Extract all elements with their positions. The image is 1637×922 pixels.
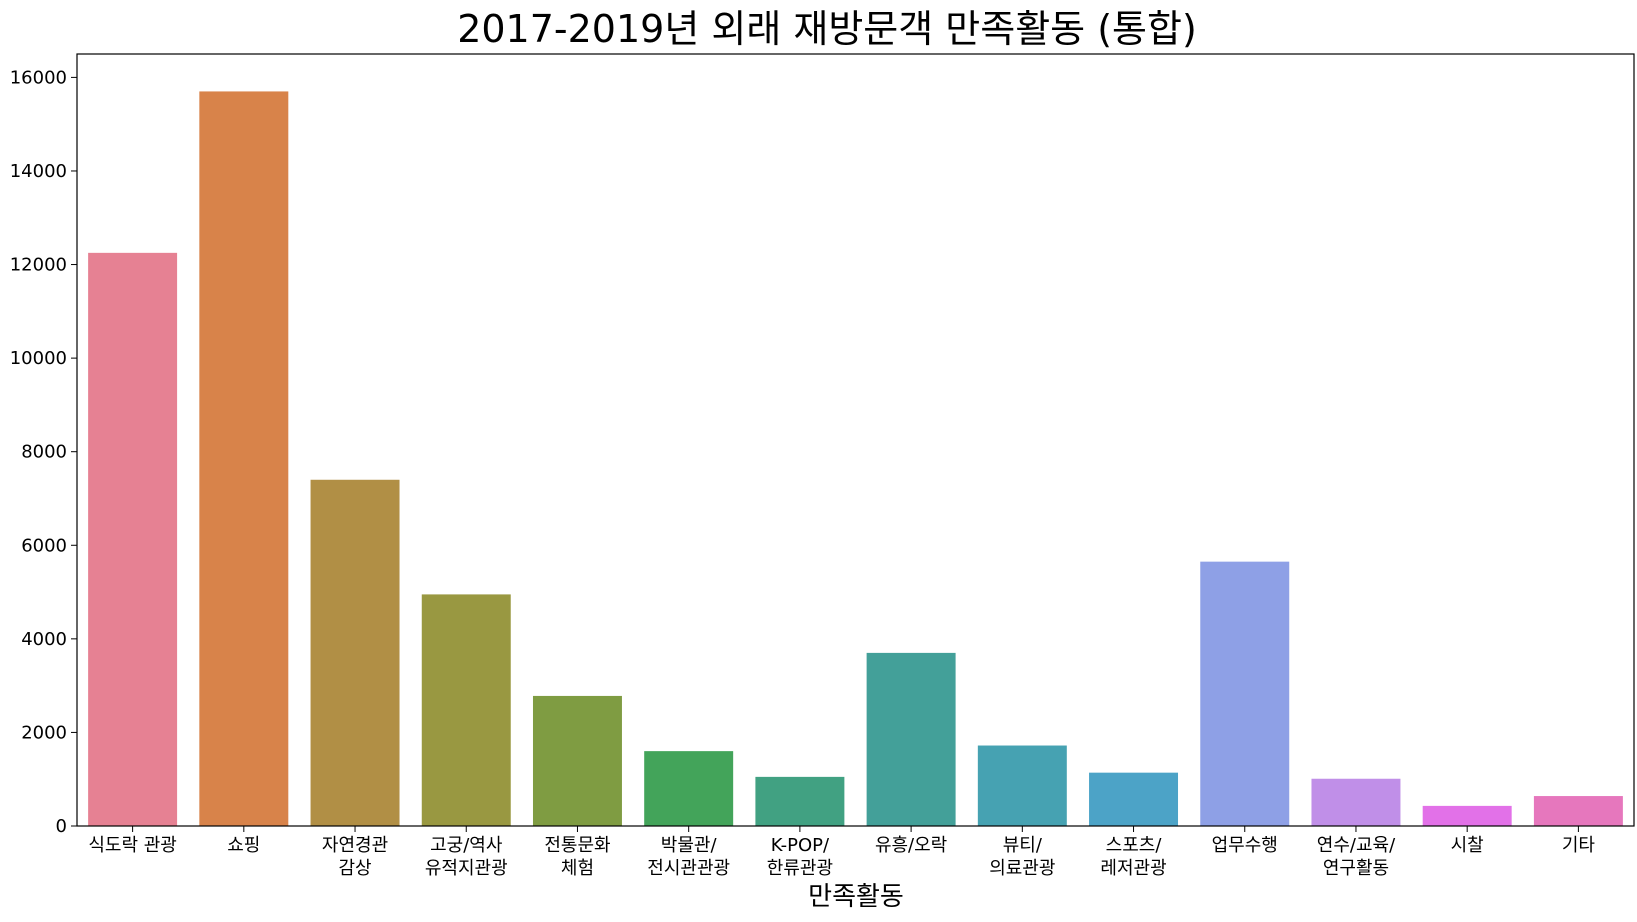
y-axis: 0 2000 4000 6000 8000 10000 12000 14000 16000 — [10, 67, 77, 837]
y-tick-label-2: 4000 — [21, 629, 67, 650]
x-tick-label-11: 업무수행 — [1212, 835, 1278, 856]
x-tick-label-13: 시찰 — [1451, 835, 1484, 856]
x-tick-label-8: 유흥/오락 — [875, 835, 947, 856]
y-tick-label-6: 12000 — [10, 255, 67, 276]
x-tick-label-1: 식도락 관광 — [88, 835, 177, 856]
x-tick-label-5: 전통문화 체험 — [544, 835, 610, 879]
x-tick-label-9: 뷰티/의료관광 — [989, 835, 1055, 879]
y-tick-label-5: 10000 — [10, 348, 67, 369]
x-tick-label-12: 연수/교육/연구활동 — [1317, 835, 1396, 879]
bar-12 — [1311, 778, 1401, 826]
bar-5 — [532, 695, 622, 826]
x-tick-label-6: 박물관/전시관관광 — [647, 835, 730, 879]
bar-9 — [977, 745, 1067, 826]
bars-group — [88, 91, 1623, 827]
bar-7 — [755, 776, 845, 826]
y-tick-label-0: 0 — [56, 816, 67, 837]
x-tick-label-4: 고궁/역사 유적지관광 — [425, 835, 508, 879]
y-tick-label-1: 2000 — [21, 722, 67, 743]
x-axis-label: 만족활동 — [808, 882, 904, 912]
y-tick-label-8: 16000 — [10, 67, 67, 88]
x-tick-label-10: 스포츠/레저관광 — [1100, 835, 1166, 879]
y-tick-label-4: 8000 — [21, 442, 67, 463]
x-tick-label-14: 기타 — [1562, 835, 1596, 856]
y-tick-label-3: 6000 — [21, 535, 67, 556]
bar-14 — [1533, 796, 1623, 826]
bar-2 — [199, 91, 289, 827]
bar-13 — [1422, 805, 1512, 826]
bar-6 — [644, 751, 734, 826]
bar-11 — [1200, 561, 1290, 826]
x-tick-label-3: 자연경관 감상 — [322, 835, 388, 879]
x-tick-label-7: K-POP/한류관광 — [767, 835, 833, 879]
bar-1 — [88, 252, 178, 826]
x-tick-label-2: 쇼핑 — [227, 835, 260, 856]
plot-frame — [76, 53, 1635, 827]
y-tick-label-7: 14000 — [10, 161, 67, 182]
bar-8 — [866, 652, 956, 826]
bar-4 — [421, 594, 511, 826]
chart-title: 2017-2019년 외래 재방문객 만족활동 (통합) — [457, 7, 1197, 51]
x-axis: 식도락 관광 쇼핑 자연경관 감상 고궁/역사 유적지관광 전통문화 체험 박물관/전시관관광 K… — [88, 826, 1595, 879]
bar-10 — [1089, 772, 1179, 826]
bar-3 — [310, 479, 400, 826]
